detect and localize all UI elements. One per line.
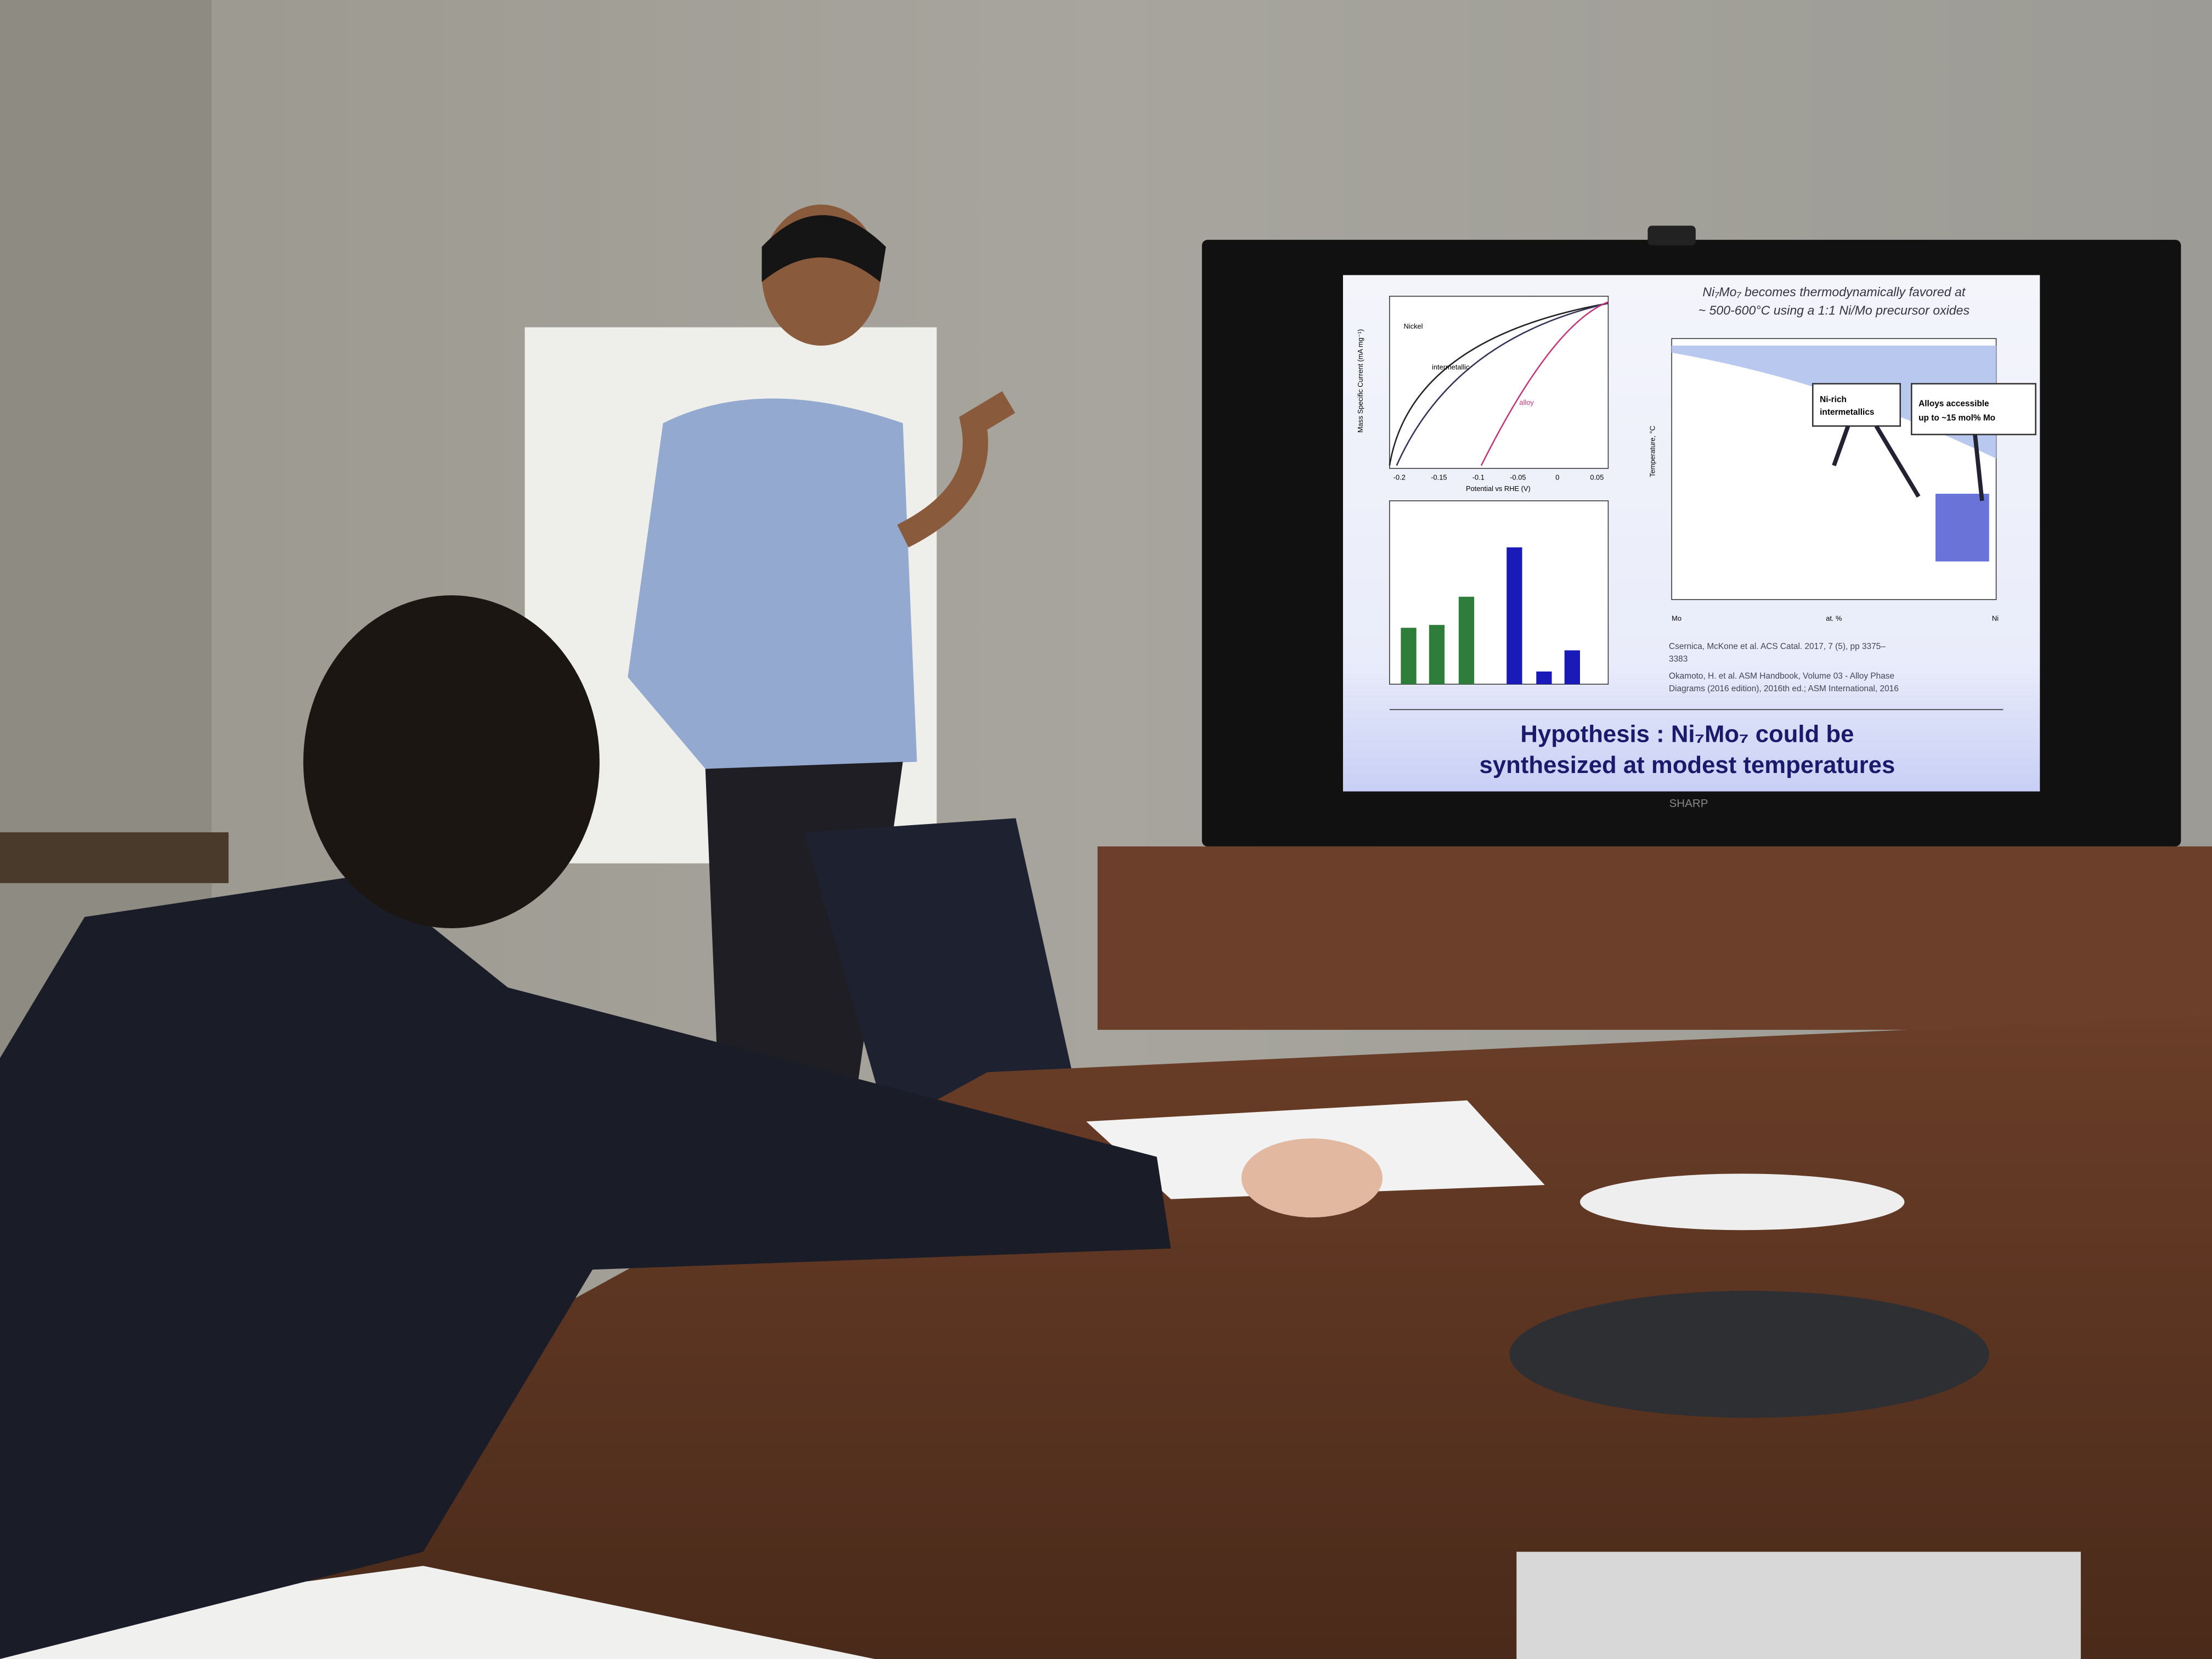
presenter-shirt xyxy=(628,398,917,769)
x-tick-label: -0.15 xyxy=(1431,473,1447,481)
plot-label: intermetallic xyxy=(1432,363,1470,371)
presenter-hair xyxy=(761,215,886,283)
callout xyxy=(1911,383,2036,436)
x-tick-label: -0.05 xyxy=(1510,473,1526,481)
table xyxy=(0,1015,2212,1659)
reference: 3383 xyxy=(1669,654,1688,664)
plot-label: Nickel xyxy=(1404,322,1423,330)
bar xyxy=(1401,628,1417,685)
bar xyxy=(1564,650,1580,685)
arrows xyxy=(1832,425,1984,501)
plot-label: alloy xyxy=(1519,398,1534,407)
conference-phone xyxy=(1509,1290,1989,1418)
x-axis-label: at. % xyxy=(1826,614,1842,622)
bar xyxy=(1506,547,1522,685)
callout-text: Alloys accessible xyxy=(1918,399,1989,409)
y-axis-label: Mass Specific Current (mA mg⁻¹) xyxy=(1356,329,1364,433)
callout-text: Ni-rich xyxy=(1820,395,1847,404)
x-axis-label: Potential vs RHE (V) xyxy=(1466,484,1531,493)
reference: Csernica, McKone et al. ACS Catal. 2017,… xyxy=(1669,642,1886,651)
x-tick-label: -0.2 xyxy=(1393,473,1406,481)
bar xyxy=(1458,596,1475,685)
x-tick-label: -0.1 xyxy=(1472,473,1485,481)
callout-text: up to ~15 mol% Mo xyxy=(1918,413,1995,422)
seated-person-hand xyxy=(1241,1138,1383,1218)
callout xyxy=(1812,383,1901,427)
phase-region xyxy=(1936,494,1989,562)
chair xyxy=(804,818,1073,1129)
tv-brand: SHARP xyxy=(1669,797,1708,810)
curve xyxy=(1389,302,1609,466)
plate xyxy=(1580,1173,1905,1231)
callout-text: intermetallics xyxy=(1820,408,1874,417)
curve xyxy=(1396,302,1609,466)
webcam xyxy=(1647,225,1696,246)
slide-title: ~ 500-600°C using a 1:1 Ni/Mo precursor … xyxy=(1699,303,1970,317)
x-tick-label: 0.05 xyxy=(1590,473,1604,481)
x-end: Mo xyxy=(1672,614,1681,622)
x-ticks: -0.2 -0.15 -0.1 -0.05 0 0.05 xyxy=(1393,473,1604,481)
phase-region xyxy=(1672,346,1996,459)
y-axis-label: Temperature, °C xyxy=(1648,426,1656,477)
plot-frame xyxy=(1389,296,1609,469)
slide-title: Ni₇Mo₇ becomes thermodynamically favored… xyxy=(1702,285,1966,299)
cabinet xyxy=(1097,846,2212,1030)
x-tick-label: 0 xyxy=(1555,473,1559,481)
reference: Okamoto, H. et al. ASM Handbook, Volume … xyxy=(1669,672,1894,681)
x-end: Ni xyxy=(1992,614,1999,622)
shelf xyxy=(0,832,229,883)
papers xyxy=(0,1566,875,1659)
bar xyxy=(1429,625,1445,685)
bar xyxy=(1536,672,1552,685)
reference: Diagrams (2016 edition), 2016th ed.; ASM… xyxy=(1669,684,1899,693)
seated-person-head xyxy=(303,595,600,928)
hypothesis: synthesized at modest temperatures xyxy=(1480,752,1895,778)
presenter-arm xyxy=(897,391,1015,548)
hypothesis: Hypothesis : Ni₇Mo₇ could be xyxy=(1520,721,1854,748)
panel xyxy=(1516,1551,2081,1659)
seated-person-jacket xyxy=(0,874,1171,1659)
curve xyxy=(1480,301,1609,466)
